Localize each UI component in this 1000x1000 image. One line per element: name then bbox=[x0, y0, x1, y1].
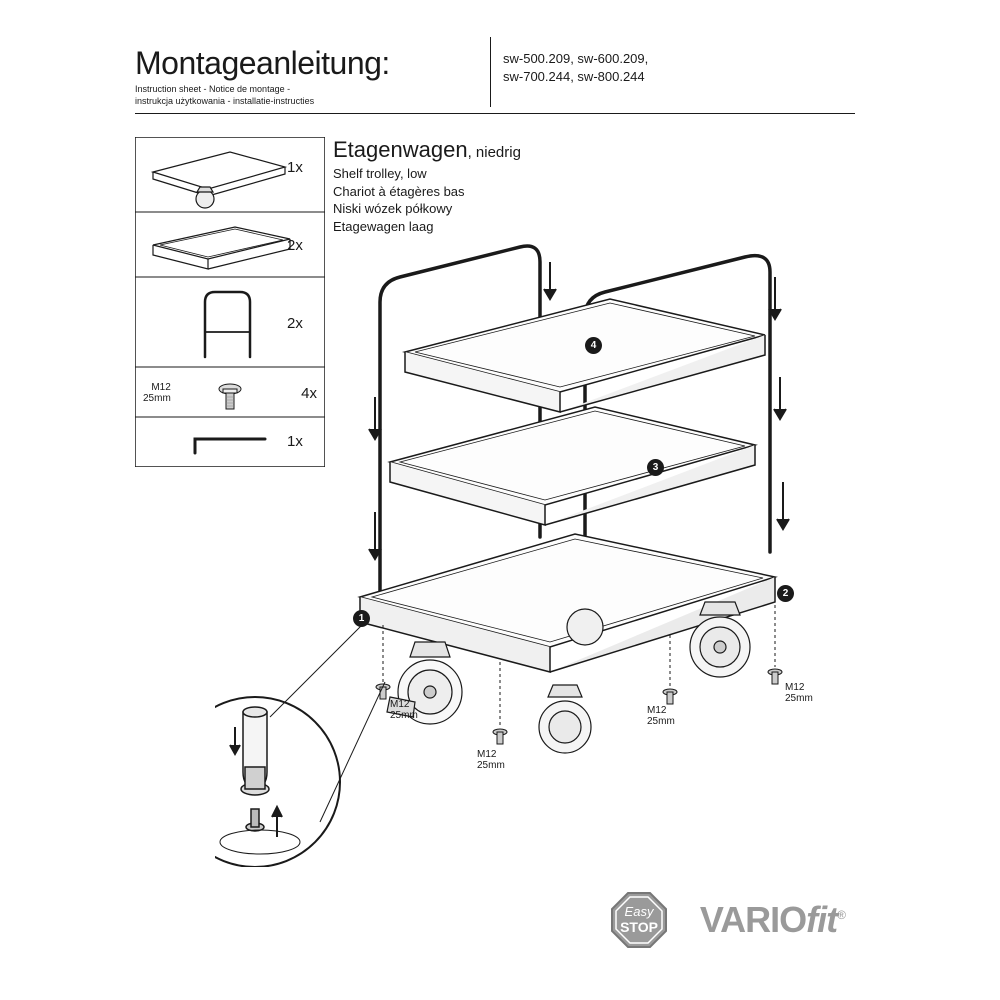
part-base-qty-row: 1x bbox=[135, 159, 325, 176]
callout-1: 1 bbox=[353, 610, 370, 627]
product-translations: Shelf trolley, low Chariot à étagères ba… bbox=[333, 165, 833, 235]
callout-2: 2 bbox=[777, 585, 794, 602]
header-divider bbox=[490, 37, 491, 107]
callout-3: 3 bbox=[647, 459, 664, 476]
page-title: Montageanleitung: bbox=[135, 45, 855, 82]
bolt-label: M1225mm bbox=[390, 699, 418, 721]
assembly-illustration: 1 2 3 4 M1225mm M1225mm M1225mm M1225mm bbox=[215, 227, 845, 867]
footer: Easy STOP VARIOfit® bbox=[135, 885, 855, 955]
header-rule bbox=[135, 113, 855, 114]
instruction-page: Montageanleitung: Instruction sheet - No… bbox=[135, 45, 855, 955]
bolt-label: M1225mm bbox=[785, 682, 813, 704]
easystop-top-text: Easy bbox=[624, 904, 654, 919]
header: Montageanleitung: Instruction sheet - No… bbox=[135, 45, 855, 125]
callout-4: 4 bbox=[585, 337, 602, 354]
variofit-logo: VARIOfit® bbox=[700, 899, 845, 941]
bolt-label: M1225mm bbox=[477, 749, 505, 771]
main-area: 1x 2x 2x M12 25mm 4x 1x Etagenwagen, bbox=[135, 137, 855, 877]
subtitle: Instruction sheet - Notice de montage - … bbox=[135, 84, 855, 107]
easystop-logo: Easy STOP bbox=[608, 889, 670, 951]
trolley-svg bbox=[215, 227, 845, 867]
bolt-label: M1225mm bbox=[647, 705, 675, 727]
registered-mark: ® bbox=[837, 908, 845, 922]
part-qty: 1x bbox=[287, 159, 303, 176]
model-codes: sw-500.209, sw-600.209, sw-700.244, sw-8… bbox=[503, 50, 648, 86]
product-title-block: Etagenwagen, niedrig Shelf trolley, low … bbox=[333, 137, 833, 235]
easystop-bottom-text: STOP bbox=[620, 919, 658, 935]
bolt-spec: M12 25mm bbox=[143, 382, 171, 404]
product-title: Etagenwagen, niedrig bbox=[333, 137, 833, 163]
